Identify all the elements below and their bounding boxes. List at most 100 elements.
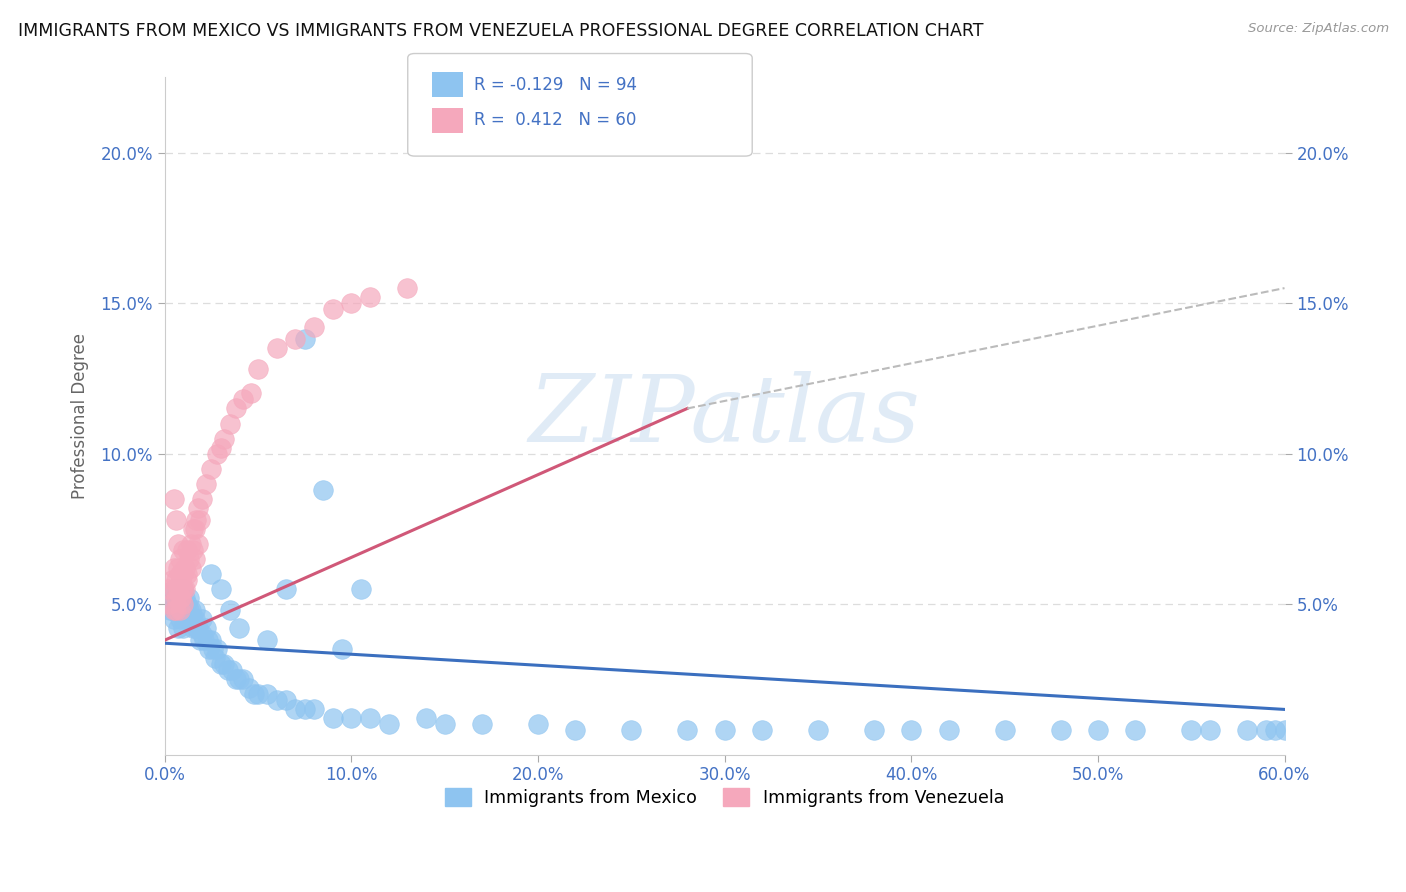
Point	[174, 603, 197, 617]
Point	[174, 591, 197, 605]
Point	[620, 723, 643, 738]
Point	[181, 621, 204, 635]
Point	[274, 582, 297, 596]
Legend: Immigrants from Mexico, Immigrants from Venezuela: Immigrants from Mexico, Immigrants from …	[437, 780, 1011, 814]
Point	[198, 642, 221, 657]
Point	[239, 386, 262, 401]
Point	[165, 591, 187, 605]
Point	[359, 290, 381, 304]
Point	[225, 401, 247, 416]
Point	[807, 723, 830, 738]
Point	[191, 491, 214, 506]
Point	[228, 673, 250, 687]
Point	[169, 552, 191, 566]
Point	[302, 702, 325, 716]
Point	[1087, 723, 1109, 738]
Point	[225, 673, 247, 687]
Point	[170, 591, 193, 605]
Point	[169, 603, 191, 617]
Point	[938, 723, 960, 738]
Point	[165, 603, 187, 617]
Point	[204, 651, 226, 665]
Point	[214, 657, 236, 672]
Point	[1274, 723, 1296, 738]
Point	[193, 633, 215, 648]
Point	[172, 582, 194, 596]
Point	[166, 621, 188, 635]
Point	[177, 552, 200, 566]
Point	[172, 542, 194, 557]
Point	[209, 441, 232, 455]
Point	[163, 491, 186, 506]
Point	[322, 711, 344, 725]
Point	[163, 582, 186, 596]
Point	[172, 597, 194, 611]
Point	[202, 642, 225, 657]
Point	[349, 582, 371, 596]
Point	[166, 561, 188, 575]
Point	[187, 537, 209, 551]
Point	[266, 341, 288, 355]
Point	[172, 582, 194, 596]
Text: Source: ZipAtlas.com: Source: ZipAtlas.com	[1249, 22, 1389, 36]
Point	[165, 513, 187, 527]
Point	[186, 621, 208, 635]
Point	[174, 582, 197, 596]
Point	[191, 612, 214, 626]
Point	[209, 582, 232, 596]
Point	[274, 693, 297, 707]
Point	[181, 522, 204, 536]
Point	[219, 603, 242, 617]
Point	[188, 513, 211, 527]
Point	[564, 723, 586, 738]
Point	[676, 723, 699, 738]
Point	[166, 537, 188, 551]
Point	[183, 522, 205, 536]
Point	[713, 723, 735, 738]
Text: R =  0.412   N = 60: R = 0.412 N = 60	[474, 112, 636, 129]
Point	[294, 702, 316, 716]
Point	[232, 673, 254, 687]
Point	[194, 476, 217, 491]
Point	[993, 723, 1015, 738]
Point	[170, 591, 193, 605]
Point	[330, 642, 353, 657]
Point	[217, 663, 239, 677]
Point	[187, 500, 209, 515]
Point	[191, 627, 214, 641]
Point	[1180, 723, 1202, 738]
Point	[163, 603, 186, 617]
Point	[176, 612, 198, 626]
Point	[176, 573, 198, 587]
Point	[177, 603, 200, 617]
Point	[183, 603, 205, 617]
Point	[246, 362, 269, 376]
Text: ZIPatlas: ZIPatlas	[529, 371, 921, 461]
Point	[183, 552, 205, 566]
Point	[163, 582, 186, 596]
Point	[396, 281, 419, 295]
Point	[180, 603, 202, 617]
Point	[219, 417, 242, 431]
Point	[172, 621, 194, 635]
Point	[181, 612, 204, 626]
Point	[187, 621, 209, 635]
Point	[232, 392, 254, 407]
Point	[172, 582, 194, 596]
Point	[1254, 723, 1277, 738]
Point	[359, 711, 381, 725]
Point	[302, 320, 325, 334]
Point	[205, 447, 228, 461]
Point	[169, 591, 191, 605]
Point	[165, 603, 187, 617]
Point	[166, 582, 188, 596]
Point	[209, 657, 232, 672]
Point	[284, 332, 307, 346]
Point	[159, 603, 181, 617]
Point	[266, 693, 288, 707]
Point	[174, 561, 197, 575]
Point	[197, 633, 219, 648]
Point	[163, 561, 186, 575]
Point	[176, 597, 198, 611]
Point	[177, 591, 200, 605]
